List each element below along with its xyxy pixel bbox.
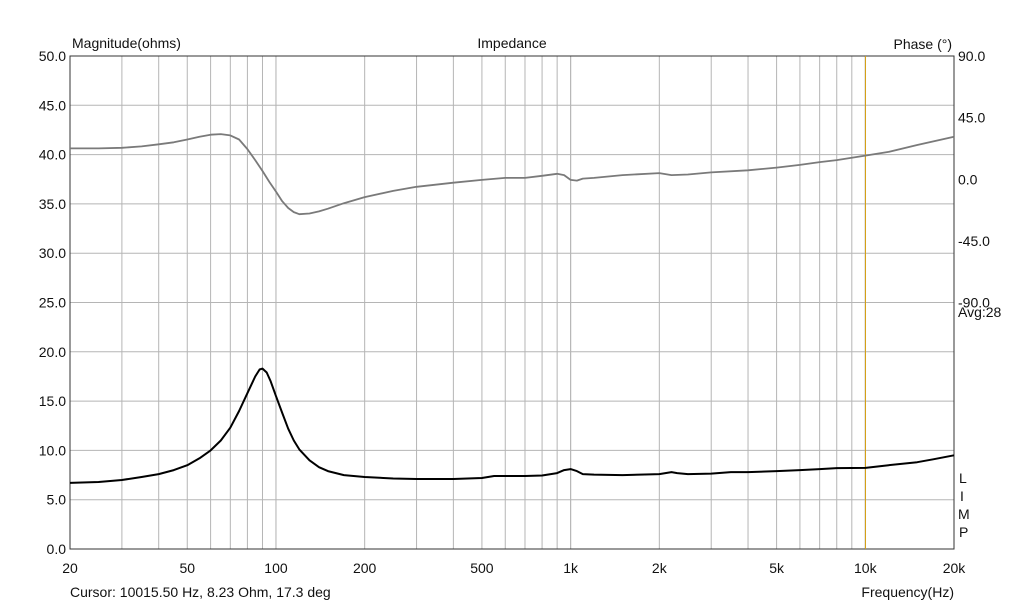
y-left-tick-label: 0.0	[47, 541, 67, 557]
y-right-tick-label: 0.0	[958, 171, 978, 187]
x-axis-title: Frequency(Hz)	[861, 584, 954, 600]
magnitude-curve	[69, 367, 955, 484]
right-axis-title: Phase (°)	[893, 36, 952, 52]
cursor-readout: Cursor: 10015.50 Hz, 8.23 Ohm, 17.3 deg	[70, 584, 331, 600]
x-tick-label: 20	[62, 560, 78, 576]
y-right-tick-label: -45.0	[958, 233, 990, 249]
avg-label: Avg:28	[958, 304, 1002, 320]
x-tick-label: 20k	[943, 560, 967, 576]
x-tick-label: 100	[264, 560, 288, 576]
y-right-tick-label: 90.0	[958, 48, 985, 64]
y-right-tick-label: -90.0	[958, 295, 990, 311]
y-left-tick-label: 20.0	[39, 344, 66, 360]
x-tick-label: 50	[179, 560, 195, 576]
y-left-tick-label: 45.0	[39, 97, 66, 113]
phase-curve	[70, 133, 955, 216]
y-left-tick-label: 30.0	[39, 245, 66, 261]
left-axis-title: Magnitude(ohms)	[72, 35, 181, 51]
side-letter-p: P	[959, 524, 968, 540]
y-left-tick-label: 35.0	[39, 196, 66, 212]
y-left-tick-label: 40.0	[39, 147, 66, 163]
x-tick-label: 200	[353, 560, 377, 576]
y-left-tick-label: 25.0	[39, 295, 66, 311]
y-left-tick-label: 5.0	[47, 492, 67, 508]
x-tick-label: 10k	[854, 560, 878, 576]
x-tick-label: 1k	[563, 560, 579, 576]
tick-labels: 20 50 100 200 500 1k 2k 5k 10k 20k 0.0 5.0 10.0 15.0 2…	[39, 48, 990, 576]
x-tick-label: 500	[470, 560, 494, 576]
y-left-tick-label: 50.0	[39, 48, 66, 64]
series-group	[69, 133, 955, 484]
side-letter-m: M	[958, 506, 970, 522]
y-right-tick-label: 45.0	[958, 110, 985, 126]
x-tick-label: 2k	[652, 560, 668, 576]
side-letter-i: I	[960, 488, 964, 504]
side-letter-l: L	[959, 470, 967, 486]
x-tick-label: 5k	[769, 560, 785, 576]
chart-title: Impedance	[477, 35, 546, 51]
y-left-tick-label: 10.0	[39, 442, 66, 458]
plot-frame	[69, 55, 955, 550]
y-left-tick-label: 15.0	[39, 393, 66, 409]
